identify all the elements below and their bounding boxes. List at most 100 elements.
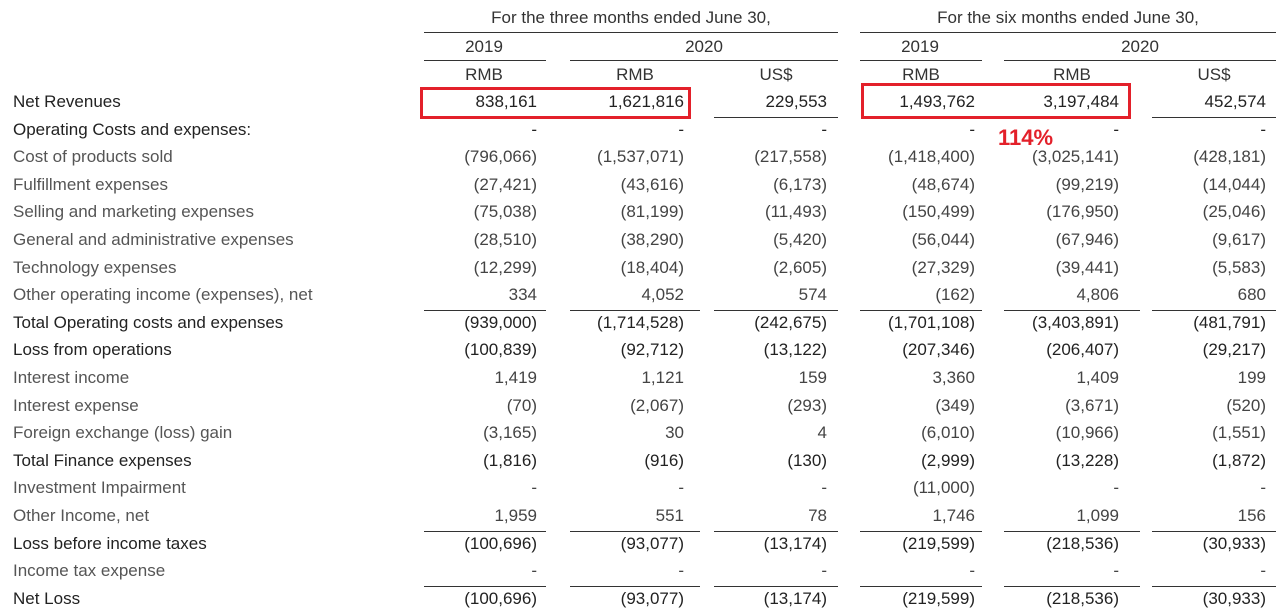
- table-cell: -: [1260, 119, 1266, 139]
- table-cell: 3,360: [932, 368, 975, 387]
- table-cell: 574: [798, 285, 827, 305]
- table-cell: (3,165): [483, 423, 537, 443]
- year-rule: [1004, 60, 1276, 61]
- subtotal-rule: [1152, 585, 1276, 587]
- table-cell: 1,493,762: [899, 92, 975, 111]
- table-cell: -: [531, 561, 537, 581]
- table-cell: (5,420): [773, 230, 827, 249]
- table-cell: -: [821, 119, 827, 139]
- table-cell: (1,701,108): [888, 312, 975, 332]
- row-label: Operating Costs and expenses:: [13, 119, 252, 139]
- table-cell: 3,197,484: [1043, 92, 1119, 111]
- table-cell: (349): [935, 395, 975, 415]
- row-label: Other operating income (expenses), net: [13, 285, 313, 305]
- table-cell: (99,219): [1055, 174, 1119, 194]
- row-label: Income tax expense: [13, 561, 166, 581]
- row-label: Other Income, net: [13, 506, 150, 525]
- subtotal-rule: [860, 585, 982, 587]
- table-cell: 1,959: [494, 506, 537, 525]
- table-cell: (43,616): [620, 174, 684, 194]
- row-label: Total Operating costs and expenses: [13, 312, 284, 332]
- table-cell: (3,025,141): [1032, 147, 1119, 167]
- table-cell: (67,946): [1055, 230, 1119, 249]
- table-cell: (25,046): [1202, 202, 1266, 222]
- subtotal-rule: [1152, 309, 1276, 311]
- table-cell: 551: [655, 506, 684, 525]
- table-cell: (14,044): [1202, 174, 1266, 194]
- row-label: Net Loss: [13, 588, 81, 608]
- table-cell: 229,553: [765, 92, 827, 111]
- table-cell: -: [821, 561, 827, 581]
- table-cell: (207,346): [902, 340, 975, 360]
- table-cell: -: [531, 478, 537, 498]
- table-cell: (2,999): [921, 450, 975, 470]
- table-cell: (796,066): [464, 147, 537, 167]
- table-cell: (10,966): [1055, 423, 1119, 443]
- table-cell: (93,077): [620, 588, 684, 608]
- row-label: Selling and marketing expenses: [13, 202, 254, 222]
- currency-label: RMB: [902, 65, 940, 84]
- table-cell: (70): [506, 395, 537, 415]
- table-cell: (9,617): [1212, 230, 1266, 249]
- table-cell: -: [1113, 478, 1119, 498]
- subtotal-rule: [1004, 585, 1140, 587]
- table-cell: 680: [1237, 285, 1266, 305]
- table-cell: (39,441): [1055, 257, 1119, 277]
- table-cell: (13,174): [763, 588, 827, 608]
- table-cell: (481,791): [1193, 312, 1266, 332]
- highlight-box-six-months: [861, 83, 1131, 119]
- row-label: Net Revenues: [13, 92, 121, 111]
- table-cell: (11,493): [764, 202, 827, 222]
- subtotal-rule: [860, 530, 982, 532]
- table-cell: 1,419: [494, 368, 537, 387]
- row-label: Interest expense: [13, 395, 139, 415]
- table-cell: (1,714,528): [597, 312, 684, 332]
- table-cell: (176,950): [1046, 202, 1119, 222]
- table-cell: -: [969, 119, 975, 139]
- table-cell: (1,872): [1212, 450, 1266, 470]
- growth-annotation: 114%: [998, 125, 1054, 150]
- table-cell: (1,551): [1212, 423, 1266, 443]
- table-cell: 4: [817, 423, 827, 443]
- table-cell: (13,228): [1055, 450, 1119, 470]
- table-cell: (100,696): [464, 588, 537, 608]
- table-cell: (2,605): [773, 257, 827, 277]
- table-cell: (3,671): [1065, 395, 1119, 415]
- table-cell: 30: [665, 423, 684, 443]
- table-cell: (293): [787, 395, 827, 415]
- table-cell: (27,329): [911, 257, 975, 277]
- subtotal-rule: [1004, 309, 1140, 311]
- table-cell: (2,067): [630, 395, 684, 415]
- table-cell: (219,599): [902, 588, 975, 608]
- column-rule: [1152, 117, 1276, 118]
- subtotal-rule: [1004, 530, 1140, 532]
- table-cell: -: [678, 561, 684, 581]
- table-cell: (100,839): [464, 340, 537, 360]
- table-cell: 838,161: [475, 92, 537, 111]
- row-label: Interest income: [13, 368, 130, 387]
- year-label: 2020: [1121, 37, 1159, 56]
- row-label: Loss before income taxes: [13, 533, 207, 553]
- table-cell: (162): [935, 285, 975, 305]
- table-cell: 334: [508, 285, 537, 305]
- year-label: 2019: [465, 37, 503, 56]
- subtotal-rule: [1152, 530, 1276, 532]
- row-label: General and administrative expenses: [13, 230, 294, 249]
- subtotal-rule: [424, 585, 546, 587]
- six-months-header: For the six months ended June 30,: [937, 8, 1199, 27]
- table-cell: 156: [1237, 506, 1266, 525]
- currency-label: US$: [1197, 65, 1231, 84]
- table-cell: (218,536): [1046, 588, 1119, 608]
- table-cell: -: [1260, 561, 1266, 581]
- table-cell: (56,044): [911, 230, 975, 249]
- table-cell: 78: [808, 506, 827, 525]
- table-cell: (75,038): [473, 202, 537, 222]
- table-cell: (12,299): [473, 257, 537, 277]
- subtotal-rule: [570, 530, 700, 532]
- table-cell: (916): [644, 450, 684, 470]
- table-cell: (428,181): [1193, 147, 1266, 167]
- table-cell: (219,599): [902, 533, 975, 553]
- table-cell: 1,621,816: [608, 92, 684, 111]
- table-cell: (29,217): [1202, 340, 1266, 360]
- table-cell: 452,574: [1204, 92, 1266, 111]
